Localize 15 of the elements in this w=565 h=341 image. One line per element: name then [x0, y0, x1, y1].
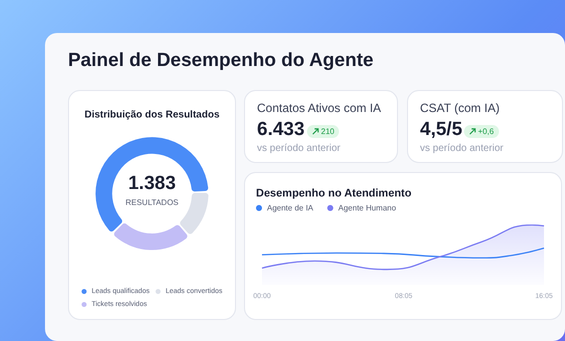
legend-label: Agente de IA	[267, 204, 314, 212]
text: CSAT (com IA)	[420, 101, 500, 115]
text: 210	[321, 127, 334, 136]
text: 6.433	[257, 119, 305, 141]
text: 4,5/5	[420, 119, 462, 141]
text: vs período anterior	[420, 143, 504, 154]
text: vs período anterior	[257, 143, 340, 154]
chart-title: Distribuição dos Resultados	[84, 110, 220, 120]
text: Painel de Desempenho do Agente	[68, 50, 374, 72]
text: RESULTADOS	[124, 198, 180, 207]
text: 1.383	[127, 173, 177, 195]
legend-label: Agente Humano	[338, 204, 397, 212]
chart-title: Desempenho no Atendimento	[256, 188, 412, 200]
text: +0,6	[478, 127, 494, 136]
text: Contatos Ativos com IA	[257, 101, 382, 115]
